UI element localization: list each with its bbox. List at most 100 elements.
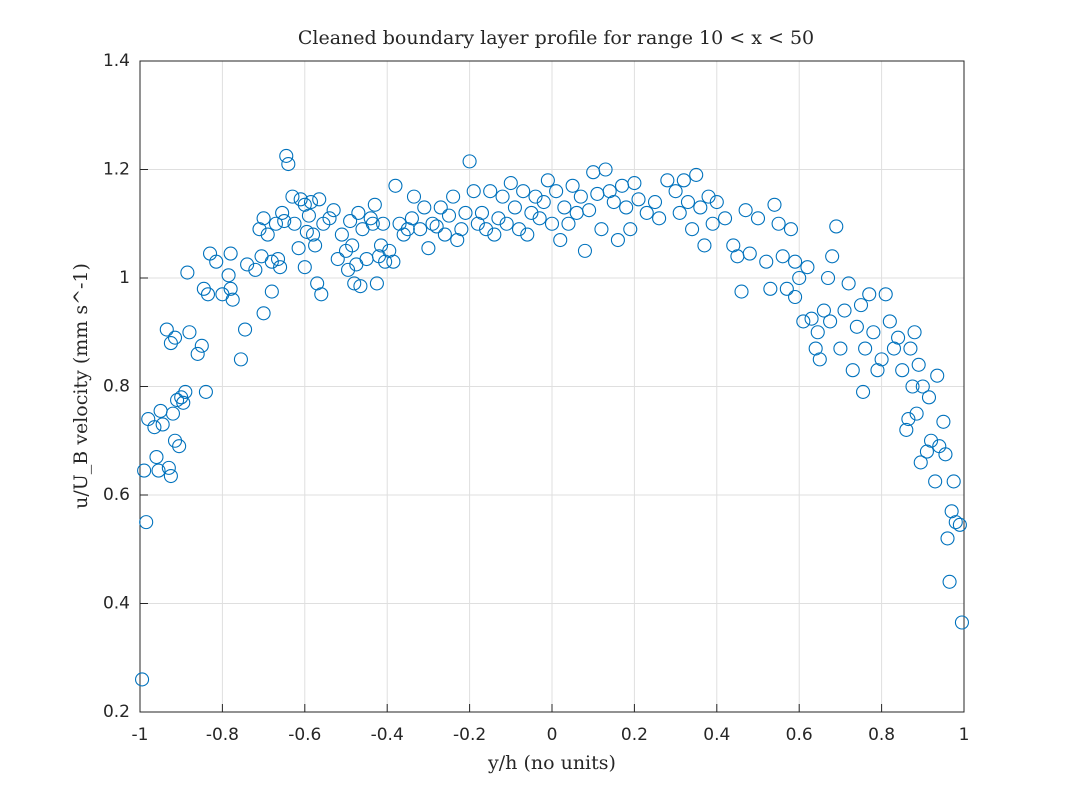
point xyxy=(314,287,329,302)
point xyxy=(903,341,918,356)
point xyxy=(170,393,185,408)
point xyxy=(942,574,957,589)
point xyxy=(248,262,263,277)
point xyxy=(297,260,312,275)
point xyxy=(858,341,873,356)
x-tick-label: 1 xyxy=(959,725,970,745)
point xyxy=(610,232,625,248)
point xyxy=(627,176,642,191)
y-tick-label: 0.6 xyxy=(103,485,130,505)
point xyxy=(256,211,271,226)
point xyxy=(528,189,543,204)
x-tick-label: -0.4 xyxy=(371,725,404,745)
point xyxy=(874,352,889,367)
point xyxy=(225,292,240,307)
point xyxy=(167,433,183,448)
point xyxy=(474,205,490,220)
point xyxy=(264,254,279,269)
point xyxy=(396,227,411,242)
point xyxy=(878,287,893,302)
point xyxy=(812,352,827,367)
point xyxy=(291,241,306,256)
point xyxy=(303,195,319,210)
point xyxy=(264,284,279,299)
point xyxy=(594,222,609,237)
point xyxy=(775,249,790,264)
point xyxy=(913,455,928,470)
point xyxy=(709,195,724,210)
point xyxy=(582,203,597,218)
point xyxy=(856,384,871,399)
point xyxy=(503,176,518,191)
point xyxy=(499,216,514,231)
point xyxy=(717,211,733,226)
point xyxy=(429,219,444,234)
x-tick-label: 0.2 xyxy=(621,725,648,745)
point xyxy=(921,390,937,405)
point xyxy=(553,232,568,248)
point xyxy=(223,246,238,261)
point xyxy=(940,531,955,546)
point xyxy=(238,322,253,337)
point xyxy=(909,406,924,421)
point xyxy=(936,414,951,429)
point xyxy=(404,211,419,226)
point xyxy=(792,270,807,286)
point xyxy=(577,243,593,258)
point xyxy=(954,615,969,630)
point xyxy=(853,298,869,313)
point xyxy=(680,195,696,210)
point xyxy=(738,203,753,218)
point xyxy=(930,368,945,383)
point xyxy=(347,276,362,291)
point xyxy=(406,189,422,204)
point xyxy=(198,384,213,399)
point xyxy=(373,238,389,253)
point xyxy=(495,189,510,204)
point xyxy=(293,192,308,207)
point xyxy=(899,422,914,437)
point xyxy=(946,474,961,489)
point xyxy=(182,325,197,340)
point xyxy=(260,227,275,242)
point xyxy=(376,216,391,231)
point xyxy=(952,517,967,532)
point xyxy=(816,303,831,318)
x-tick-label: 0.4 xyxy=(703,725,730,745)
point xyxy=(825,249,840,264)
point xyxy=(273,260,288,275)
point xyxy=(367,197,382,212)
point xyxy=(301,208,316,223)
point xyxy=(369,276,384,291)
y-tick-label: 0.8 xyxy=(103,377,130,397)
y-tick-label: 0.4 xyxy=(103,594,130,614)
point xyxy=(701,189,716,204)
point xyxy=(823,314,838,329)
point xyxy=(466,184,481,199)
point xyxy=(923,433,939,448)
point xyxy=(565,178,580,193)
point xyxy=(520,227,535,242)
y-tick-label: 1 xyxy=(119,268,130,288)
y-tick-label: 1.4 xyxy=(103,51,130,71)
point xyxy=(147,420,162,435)
point xyxy=(697,238,712,253)
point xyxy=(623,222,638,237)
point xyxy=(750,211,766,226)
point xyxy=(178,384,193,399)
point xyxy=(810,325,825,340)
point xyxy=(693,200,708,215)
point xyxy=(911,357,926,372)
point xyxy=(796,314,811,329)
point xyxy=(353,279,368,294)
point xyxy=(165,406,181,421)
point xyxy=(672,205,687,220)
point xyxy=(454,222,469,237)
point xyxy=(767,197,782,212)
point xyxy=(891,330,906,345)
point xyxy=(223,281,238,296)
point xyxy=(905,379,920,394)
point xyxy=(163,336,178,351)
point xyxy=(820,270,836,286)
